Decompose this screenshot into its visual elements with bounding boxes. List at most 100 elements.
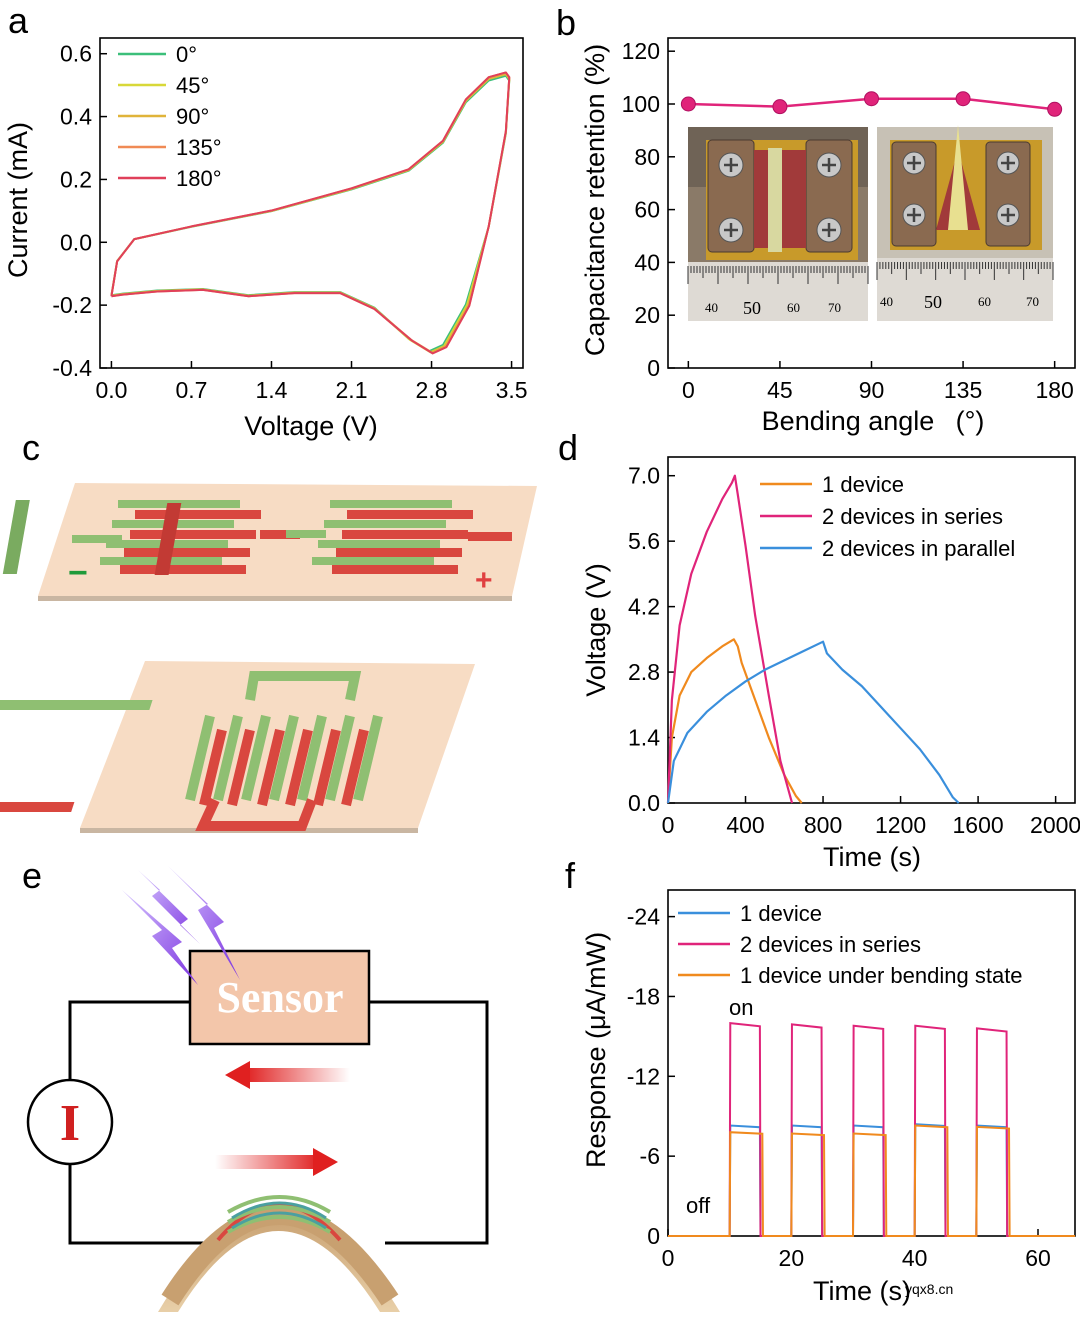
panel-f-label: f <box>565 855 576 896</box>
legend-label: 0° <box>176 42 197 67</box>
y-tick-label: 0 <box>647 1223 660 1249</box>
on-label: on <box>729 995 753 1020</box>
panel-a-label: a <box>8 0 29 41</box>
device-2-electrodes <box>286 500 512 574</box>
x-tick-label: 2000 <box>1030 812 1080 838</box>
x-tick-label: 60 <box>1025 1245 1051 1271</box>
panel-d-legend: 1 device 2 devices in series 2 devices in … <box>760 472 1015 561</box>
panel-d-label: d <box>558 427 578 468</box>
legend-label: 2 devices in series <box>822 504 1003 529</box>
panel-d-ylabel: Voltage (V) <box>581 563 611 697</box>
cv-curve <box>110 73 511 354</box>
x-tick-label: 3.5 <box>496 377 528 403</box>
y-tick-label: 80 <box>634 144 660 170</box>
panel-b-xlabel-unit: (°) <box>956 406 985 436</box>
ruler-right-40: 40 <box>880 294 893 309</box>
response-curve <box>668 1124 1075 1237</box>
ammeter-label: I <box>60 1095 80 1152</box>
panel-a-curves <box>110 71 511 355</box>
ammeter-icon: I <box>26 1078 114 1166</box>
parallel-connection-diagram <box>0 661 475 833</box>
y-tick-label: -0.4 <box>52 355 92 381</box>
series-connection-diagram: − + <box>2 483 537 601</box>
y-tick-label: -18 <box>627 983 660 1009</box>
panel-d-frame <box>667 456 1076 804</box>
ruler-right-50: 50 <box>924 292 942 312</box>
ruler-left-60: 60 <box>787 300 800 315</box>
y-tick-label: 1.4 <box>628 725 660 751</box>
x-tick-label: 2.8 <box>416 377 448 403</box>
legend-label: 2 devices in parallel <box>822 536 1015 561</box>
gcd-curve <box>666 474 794 804</box>
gcd-curve <box>666 640 960 804</box>
x-tick-label: 90 <box>859 377 885 403</box>
panel-a-ylabel: Current (mA) <box>3 122 33 278</box>
legend-label: 45° <box>176 73 209 98</box>
circuit-wires <box>68 1000 489 1245</box>
current-arrow-left-icon <box>225 1061 350 1089</box>
off-label: off <box>686 1193 711 1218</box>
watermark: yqx8.cn <box>905 1281 953 1297</box>
y-tick-label: -6 <box>640 1143 660 1169</box>
photo-bent-device: 40 50 60 70 <box>876 125 1054 321</box>
legend-label: 135° <box>176 135 222 160</box>
cv-curve <box>110 71 511 355</box>
retention-point <box>864 91 879 107</box>
y-tick-label: 100 <box>622 91 660 117</box>
x-tick-label: 45 <box>767 377 793 403</box>
y-tick-label: 0.4 <box>60 104 92 130</box>
bent-device-icon <box>158 1195 400 1312</box>
x-tick-label: 0 <box>662 812 675 838</box>
y-tick-label: -0.2 <box>52 292 92 318</box>
photo-flat-device: 40 50 60 70 <box>687 127 869 321</box>
panel-c: c <box>0 427 537 833</box>
x-tick-label: 0.7 <box>175 377 207 403</box>
x-tick-label: 400 <box>726 812 764 838</box>
panel-a-ticks: 0.0 0.7 1.4 2.1 2.8 3.5 0.6 0.4 0.2 0.0 -0.2 -0.4 <box>52 41 527 403</box>
panel-d-xlabel: Time (s) <box>823 842 921 872</box>
minus-terminal: − <box>68 554 88 592</box>
x-tick-label: 0 <box>682 377 695 403</box>
legend-label: 90° <box>176 104 209 129</box>
device-1-electrodes <box>2 500 300 575</box>
y-tick-label: 7.0 <box>628 463 660 489</box>
legend-label: 180° <box>176 166 222 191</box>
sensor-box: Sensor <box>188 949 371 1046</box>
panel-f-frame <box>667 889 1076 1237</box>
y-tick-label: 0.0 <box>60 229 92 255</box>
x-tick-label: 135 <box>944 377 982 403</box>
panel-a-xlabel: Voltage (V) <box>244 411 378 441</box>
panel-c-label: c <box>22 427 40 468</box>
panel-d: d 0 400 800 1200 1600 20000.01.42.84.25.67.0 … <box>558 427 1080 872</box>
panel-a-frame <box>99 37 524 369</box>
legend-label: 1 device under bending state <box>740 963 1023 988</box>
y-tick-label: 2.8 <box>628 659 660 685</box>
x-tick-label: 1.4 <box>255 377 287 403</box>
panel-a-legend: 0° 45° 90° 135° 180° <box>118 42 222 191</box>
y-tick-label: 4.2 <box>628 594 660 620</box>
ruler-left-40: 40 <box>705 300 718 315</box>
retention-point <box>680 96 696 112</box>
legend-label: 1 device <box>740 901 822 926</box>
y-tick-label: 20 <box>634 302 660 328</box>
y-tick-label: 0.0 <box>628 790 660 816</box>
x-tick-label: 2.1 <box>336 377 368 403</box>
x-tick-label: 0 <box>662 1245 675 1271</box>
ruler-right-60: 60 <box>978 294 991 309</box>
sensor-label: Sensor <box>216 973 343 1022</box>
panel-d-curves <box>666 474 960 804</box>
legend-label: 2 devices in series <box>740 932 921 957</box>
legend-label: 1 device <box>822 472 904 497</box>
y-tick-label: 60 <box>634 197 660 223</box>
panel-b-label: b <box>556 2 576 43</box>
panel-f-legend: 1 device 2 devices in series 1 device unde… <box>678 901 1023 988</box>
y-tick-label: -12 <box>627 1063 660 1089</box>
cv-curve <box>110 73 511 354</box>
ruler-left-70: 70 <box>828 300 841 315</box>
panel-a: a 0.0 0.7 1.4 2.1 2.8 3.5 0.6 0.4 0.2 0.0 -0.2 -0.4… <box>3 0 528 441</box>
y-tick-label: 0 <box>647 355 660 381</box>
panel-b-ylabel: Capacitance retention (%) <box>580 44 610 356</box>
panel-b-xlabel: Bending angle <box>762 406 935 436</box>
y-tick-label: 0.2 <box>60 166 92 192</box>
